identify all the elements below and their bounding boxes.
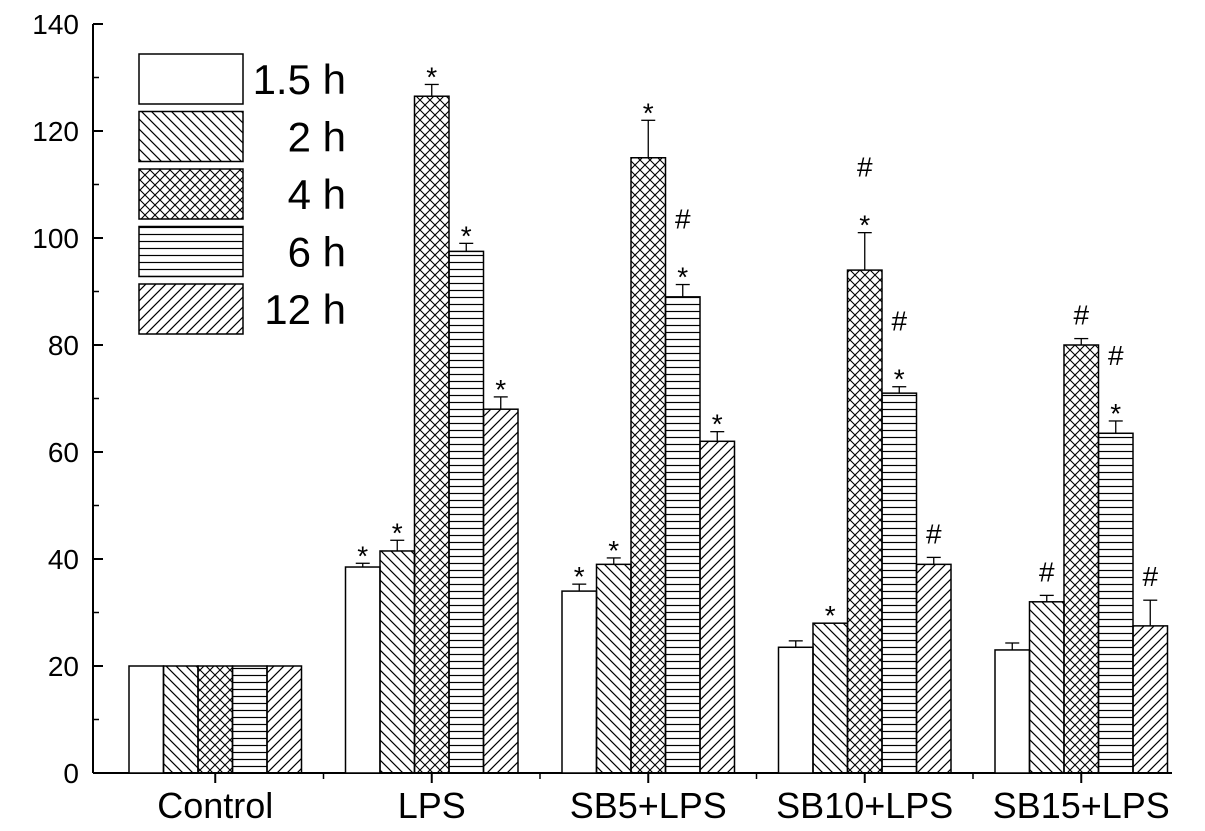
bar	[561, 590, 598, 774]
bar	[630, 157, 667, 774]
significance-hash: #	[1142, 561, 1158, 592]
category-label: SB10+LPS	[776, 785, 953, 826]
category-label: LPS	[398, 785, 466, 826]
bar	[881, 392, 918, 774]
significance-asterisk: *	[1110, 398, 1121, 429]
significance-hash: #	[1073, 300, 1089, 331]
y-tick-label: 20	[48, 651, 79, 682]
bar	[1028, 601, 1065, 774]
significance-asterisk: *	[894, 364, 905, 395]
bar	[595, 563, 632, 774]
y-tick-label: 100	[32, 223, 79, 254]
y-tick-label: 140	[32, 9, 79, 40]
significance-asterisk: *	[461, 220, 472, 251]
significance-hash: #	[1039, 556, 1055, 587]
significance-marks-layer: * * * * * * * * # * * * # * # * # # # # * #	[357, 61, 1158, 631]
y-tick-label: 60	[48, 437, 79, 468]
legend-swatch	[138, 283, 244, 335]
y-tick-label: 40	[48, 544, 79, 575]
category-label: SB5+LPS	[570, 785, 727, 826]
bar	[162, 665, 199, 774]
significance-asterisk: *	[608, 535, 619, 566]
significance-asterisk: *	[357, 540, 368, 571]
bar	[699, 440, 736, 774]
bar	[266, 665, 303, 774]
category-label: SB15+LPS	[993, 785, 1170, 826]
legend-swatch	[138, 110, 244, 163]
significance-asterisk: *	[712, 409, 723, 440]
significance-asterisk: *	[495, 374, 506, 405]
bar	[994, 649, 1031, 774]
legend-label: 2 h	[288, 114, 346, 161]
significance-asterisk: *	[677, 262, 688, 293]
significance-asterisk: *	[643, 97, 654, 128]
bar	[1132, 625, 1169, 774]
legend-label: 4 h	[288, 171, 346, 218]
significance-hash: #	[926, 518, 942, 549]
significance-hash: #	[857, 152, 873, 183]
bar	[379, 550, 416, 774]
bar	[664, 296, 701, 774]
bar	[197, 665, 234, 774]
bar	[128, 665, 165, 774]
bar	[231, 665, 268, 774]
legend-swatch	[138, 225, 244, 278]
significance-hash: #	[891, 306, 907, 337]
significance-asterisk: *	[574, 561, 585, 592]
category-label: Control	[157, 785, 273, 826]
bar	[846, 269, 883, 774]
bar	[1097, 432, 1134, 774]
significance-hash: #	[1108, 340, 1124, 371]
legend-label: 12 h	[264, 286, 346, 333]
bar	[344, 566, 381, 774]
significance-hash: #	[675, 204, 691, 235]
significance-asterisk: *	[426, 61, 437, 92]
legend: 1.5 h 2 h 4 h 6 h 12 h	[138, 53, 346, 335]
bar	[915, 563, 952, 774]
legend-label: 6 h	[288, 229, 346, 276]
significance-asterisk: *	[859, 210, 870, 241]
legend-label: 1.5 h	[253, 56, 346, 103]
significance-asterisk: *	[392, 517, 403, 548]
axes: 0 20 40 60 80 100 120 140 Control LPS SB5+LPS SB10+…	[32, 9, 1172, 826]
bar	[448, 250, 485, 774]
bar	[777, 646, 814, 774]
bar	[482, 408, 519, 774]
y-tick-label: 120	[32, 116, 79, 147]
y-tick-label: 80	[48, 330, 79, 361]
legend-swatch	[138, 53, 244, 105]
bar	[1063, 344, 1100, 774]
legend-swatch	[138, 168, 244, 220]
bars-layer	[128, 83, 1169, 774]
bar	[812, 622, 849, 774]
significance-asterisk: *	[825, 600, 836, 631]
bar	[413, 95, 450, 774]
y-tick-label: 0	[63, 758, 79, 789]
